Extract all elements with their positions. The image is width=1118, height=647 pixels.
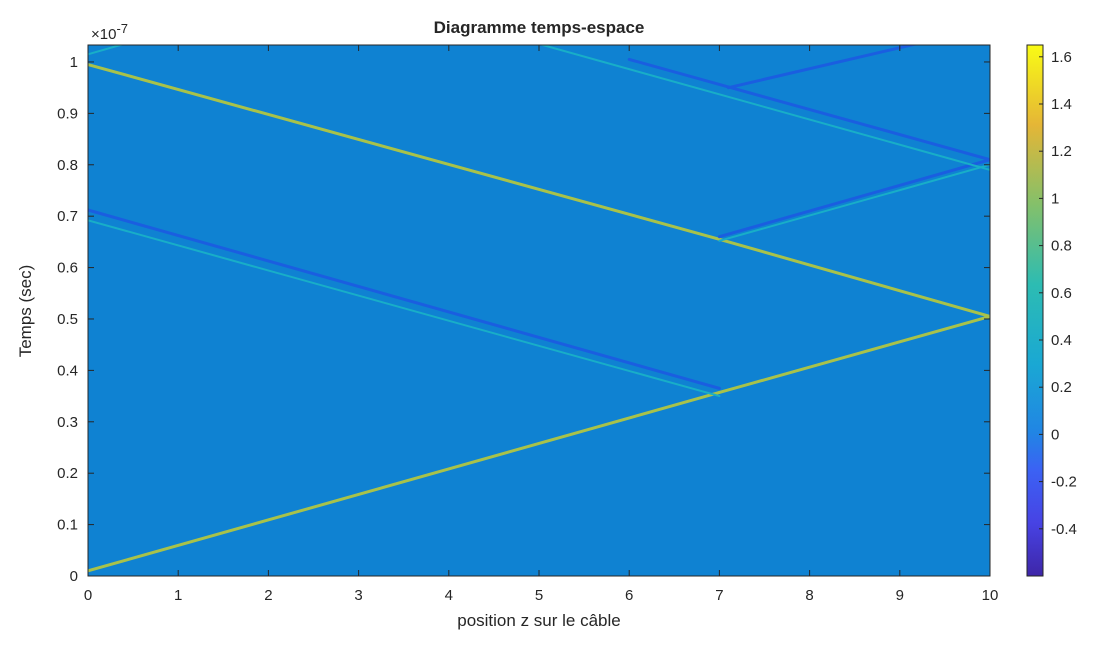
trace-6 xyxy=(88,208,721,390)
trace-11 xyxy=(726,45,919,90)
y-tick-label: 0.6 xyxy=(57,260,78,277)
colorbar-tick-label: 1.4 xyxy=(1051,96,1072,113)
y-tick-label: 0.3 xyxy=(57,414,78,431)
colorbar-tick-label: 1.6 xyxy=(1051,49,1072,66)
y-tick-label: 0.9 xyxy=(57,105,78,122)
x-tick-label: 6 xyxy=(625,587,633,604)
x-tick-label: 9 xyxy=(896,587,904,604)
y-tick-label: 0.1 xyxy=(57,517,78,534)
y-tick-label: 0.5 xyxy=(57,311,78,328)
y-tick-label: 1 xyxy=(70,54,78,71)
colorbar-ticks: -0.4 -0.2 0 0.2 0.4 0.6 0.8 1 1.2 1.4 1.6 xyxy=(1039,49,1077,538)
trace-9 xyxy=(538,45,990,171)
y-tick-label: 0.7 xyxy=(57,208,78,225)
trace-8 xyxy=(717,158,990,239)
x-tick-label: 3 xyxy=(354,587,362,604)
y-tick-label: 0.8 xyxy=(57,157,78,174)
y-axis-label: Temps (sec) xyxy=(16,265,35,358)
trace-3 xyxy=(717,237,990,318)
y-axis-ticks: 0 0.1 0.2 0.3 0.4 0.5 0.6 0.7 0.8 0.9 1 xyxy=(57,54,990,585)
colorbar-tick-label: 0.8 xyxy=(1051,238,1072,255)
x-tick-label: 5 xyxy=(535,587,543,604)
x-tick-label: 10 xyxy=(982,587,999,604)
colorbar-tick-label: 0.4 xyxy=(1051,332,1072,349)
x-tick-label: 4 xyxy=(445,587,453,604)
trace-2 xyxy=(717,314,990,394)
colorbar xyxy=(1026,44,1044,577)
y-tick-label: 0.2 xyxy=(57,465,78,482)
x-tick-label: 8 xyxy=(805,587,813,604)
x-axis-label: position z sur le câble xyxy=(457,611,620,630)
trace-4 xyxy=(88,63,721,241)
plot-area xyxy=(88,45,990,576)
y-exponent: ×10-7 xyxy=(91,21,128,43)
y-tick-label: 0.4 xyxy=(57,362,78,379)
colorbar-tick-label: 0.6 xyxy=(1051,285,1072,302)
colorbar-tick-label: 0.2 xyxy=(1051,379,1072,396)
trace-1 xyxy=(88,390,721,573)
x-tick-label: 0 xyxy=(84,587,92,604)
trace-group xyxy=(88,45,990,573)
x-tick-label: 1 xyxy=(174,587,182,604)
colorbar-tick-label: 0 xyxy=(1051,426,1059,443)
chart-title: Diagramme temps-espace xyxy=(434,18,645,37)
x-tick-label: 2 xyxy=(264,587,272,604)
trace-10 xyxy=(627,57,990,162)
trace-5 xyxy=(88,219,721,398)
x-tick-label: 7 xyxy=(715,587,723,604)
trace-12 xyxy=(88,45,125,56)
trace-7 xyxy=(718,163,990,242)
colorbar-tick-label: 1.2 xyxy=(1051,143,1072,160)
colorbar-tick-label: -0.2 xyxy=(1051,474,1077,491)
colorbar-tick-label: 1 xyxy=(1051,190,1059,207)
colorbar-tick-label: -0.4 xyxy=(1051,521,1077,538)
x-axis-ticks: 0 1 2 3 4 5 6 7 8 9 10 xyxy=(84,45,999,604)
y-tick-label: 0 xyxy=(70,568,78,585)
